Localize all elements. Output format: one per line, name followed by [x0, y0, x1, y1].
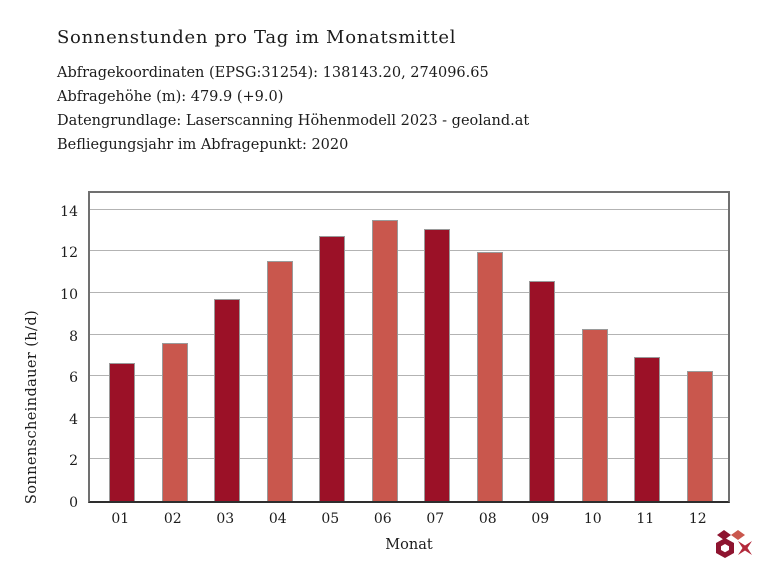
bar-month-03 — [214, 299, 241, 501]
bar-month-08 — [476, 252, 503, 501]
x-tick-04: 04 — [268, 511, 287, 527]
bar-month-12 — [686, 371, 713, 501]
bar-month-09 — [529, 280, 556, 501]
meta-flight-year: Befliegungsjahr im Abfragepunkt: 2020 — [57, 137, 349, 153]
y-tick-10: 10 — [60, 287, 78, 303]
gridline-y-4 — [90, 416, 728, 418]
bar-month-04 — [266, 260, 293, 501]
bar-month-11 — [634, 357, 661, 501]
gridline-y-8 — [90, 333, 728, 335]
logo-diamond-light — [731, 530, 745, 540]
bar-month-05 — [319, 235, 346, 501]
meta-coordinates: Abfragekoordinaten (EPSG:31254): 138143.… — [57, 65, 489, 81]
logo-diamond-dark — [717, 530, 731, 540]
x-tick-01: 01 — [111, 511, 130, 527]
x-axis-label: Monat — [385, 537, 433, 553]
page-title: Sonnenstunden pro Tag im Monatsmittel — [57, 27, 457, 48]
y-tick-0: 0 — [69, 495, 78, 511]
x-tick-09: 09 — [531, 511, 550, 527]
query-metadata: Abfragekoordinaten (EPSG:31254): 138143.… — [57, 61, 529, 157]
x-tick-06: 06 — [373, 511, 392, 527]
y-tick-4: 4 — [69, 411, 78, 428]
bar-month-01 — [109, 362, 136, 501]
gridline-y-2 — [90, 458, 728, 460]
geoland-logo-icon — [716, 530, 752, 558]
gridline-y-6 — [90, 375, 728, 377]
logo-star-arrow — [738, 541, 752, 555]
gridline-y-12 — [90, 250, 728, 252]
x-tick-08: 08 — [478, 511, 497, 527]
gridline-y-10 — [90, 292, 728, 293]
y-tick-12: 12 — [60, 245, 78, 262]
bar-chart-plot-area — [88, 191, 730, 503]
x-tick-12: 12 — [688, 511, 707, 527]
y-tick-8: 8 — [69, 328, 78, 345]
x-tick-05: 05 — [321, 511, 340, 527]
x-tick-10: 10 — [583, 511, 602, 527]
bar-month-07 — [424, 228, 451, 501]
x-tick-11: 11 — [636, 511, 655, 527]
x-tick-02: 02 — [163, 511, 182, 527]
bar-month-06 — [371, 220, 398, 501]
y-tick-14: 14 — [60, 203, 78, 220]
y-tick-6: 6 — [69, 370, 78, 387]
bar-month-10 — [581, 329, 608, 501]
meta-elevation: Abfragehöhe (m): 479.9 (+9.0) — [57, 89, 284, 105]
meta-data-source: Datengrundlage: Laserscanning Höhenmodel… — [57, 113, 530, 129]
y-tick-2: 2 — [69, 453, 78, 470]
x-tick-03: 03 — [216, 511, 235, 527]
bar-month-02 — [161, 342, 188, 501]
gridline-y-14 — [90, 208, 728, 210]
logo-cube-ring — [716, 538, 734, 558]
x-tick-07: 07 — [426, 511, 445, 527]
